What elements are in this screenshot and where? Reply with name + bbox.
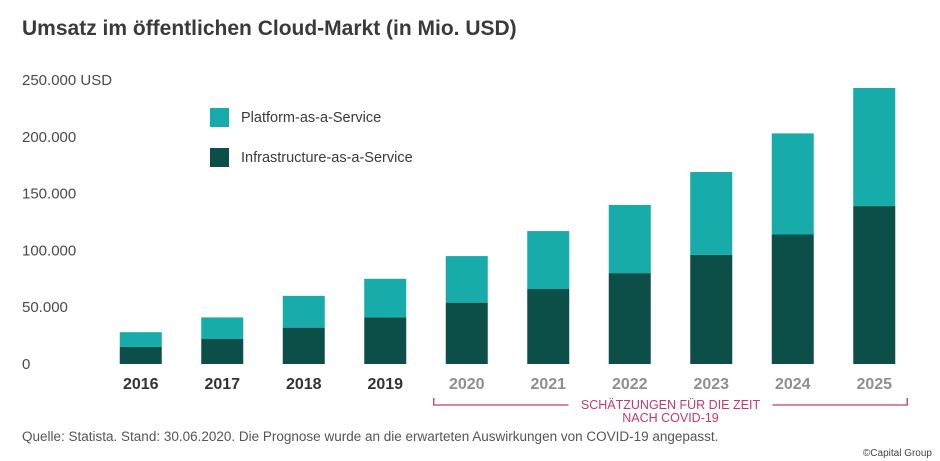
bar-segment-paas xyxy=(364,278,407,318)
legend: Platform-as-a-Service Infrastructure-as-a… xyxy=(210,108,413,167)
x-tick-label: 2024 xyxy=(775,376,811,393)
bars xyxy=(119,87,896,364)
x-tick-label: 2016 xyxy=(123,376,159,393)
bar-segment-iaas xyxy=(527,289,570,364)
chart-title: Umsatz im öffentlichen Cloud-Markt (in M… xyxy=(22,17,517,40)
x-tick-label: 2022 xyxy=(612,376,648,393)
x-tick-label: 2023 xyxy=(693,376,729,393)
y-tick-label: 0 xyxy=(22,356,30,373)
x-tick-label: 2025 xyxy=(856,376,892,393)
y-tick-label: 50.000 xyxy=(22,299,68,316)
y-tick-label: 200.000 xyxy=(22,129,76,146)
legend-swatch xyxy=(210,108,229,127)
copyright: ©Capital Group xyxy=(863,448,933,459)
x-tick-label: 2017 xyxy=(204,376,240,393)
estimate-annotation: SCHÄTZUNGEN FÜR DIE ZEIT NACH COVID-19 xyxy=(433,398,908,425)
bar-segment-paas xyxy=(853,87,896,207)
estimate-bracket xyxy=(433,398,908,406)
bar-segment-paas xyxy=(771,133,814,235)
x-tick-label: 2020 xyxy=(449,376,485,393)
bar-segment-iaas xyxy=(445,302,488,364)
bar-segment-paas xyxy=(445,256,488,303)
bar-segment-paas xyxy=(690,172,733,255)
bar-segment-iaas xyxy=(608,273,651,364)
legend-label: Platform-as-a-Service xyxy=(241,110,381,126)
bar-segment-iaas xyxy=(364,317,407,364)
x-tick-label: 2021 xyxy=(530,376,566,393)
bar-segment-paas xyxy=(119,332,162,347)
bar-segment-iaas xyxy=(690,254,733,364)
annotation-line-1: SCHÄTZUNGEN FÜR DIE ZEIT xyxy=(581,398,761,412)
annotation-line-2: NACH COVID-19 xyxy=(622,411,719,425)
x-tick-label: 2019 xyxy=(367,376,403,393)
bar-segment-iaas xyxy=(771,234,814,364)
x-axis: 2016 2017 2018 2019 2020 2021 2022 2023 2024 2025 xyxy=(123,376,892,393)
bar-segment-iaas xyxy=(201,339,244,364)
bar-segment-iaas xyxy=(853,206,896,364)
bar-segment-iaas xyxy=(282,327,325,364)
legend-swatch xyxy=(210,148,229,167)
y-tick-label: 150.000 xyxy=(22,186,76,203)
bar-segment-paas xyxy=(608,204,651,274)
bar-segment-paas xyxy=(201,317,244,340)
x-tick-label: 2018 xyxy=(286,376,322,393)
y-axis: 0 50.000 100.000 150.000 200.000 250.000 USD xyxy=(22,72,112,373)
bar-segment-paas xyxy=(282,295,325,328)
y-tick-label: 250.000 USD xyxy=(22,72,112,89)
bar-segment-iaas xyxy=(119,346,162,364)
source-note: Quelle: Statista. Stand: 30.06.2020. Die… xyxy=(22,429,718,444)
legend-label: Infrastructure-as-a-Service xyxy=(241,150,413,166)
y-tick-label: 100.000 xyxy=(22,242,76,259)
bar-segment-paas xyxy=(527,231,570,290)
